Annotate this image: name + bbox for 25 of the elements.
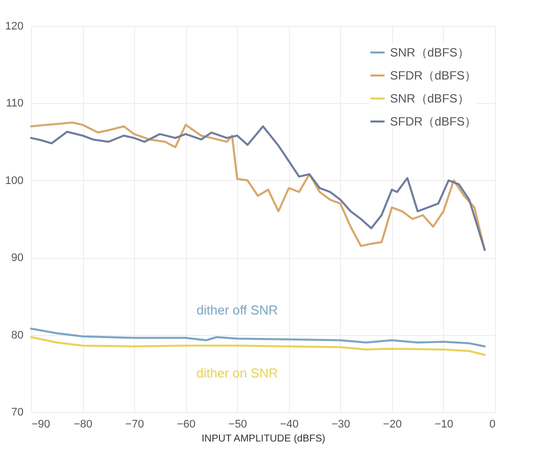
x-tick-label: −50 [228, 418, 248, 430]
legend-label: SNR（dBFS） [390, 46, 470, 60]
x-tick-label: −20 [383, 418, 402, 430]
line-series [30, 328, 486, 348]
x-tick-label: −40 [280, 418, 299, 430]
annotation: dither off SNR [196, 302, 278, 318]
x-tick-label: −80 [74, 418, 92, 430]
y-tick-label: 110 [6, 98, 24, 110]
x-axis-title: INPUT AMPLITUDE (dBFS) [202, 434, 326, 444]
x-tick-label: −30 [331, 418, 350, 430]
line-series [30, 336, 486, 356]
x-tick-label: −10 [434, 418, 454, 430]
legend-label: SFDR（dBFS） [390, 114, 477, 128]
y-tick-label: 80 [11, 329, 24, 342]
legend-label: SFDR（dBFS） [390, 68, 477, 82]
x-tick-label: −90 [32, 418, 50, 430]
legend-label: SNR（dBFS） [390, 92, 470, 106]
x-tick-label: −60 [176, 418, 196, 430]
x-tick-label: 0 [489, 418, 496, 430]
annotation: dither on SNR [196, 366, 278, 381]
y-tick-label: 120 [5, 20, 24, 32]
x-tick-label: −70 [125, 418, 144, 430]
y-tick-label: 100 [5, 174, 24, 187]
y-tick-label: 70 [11, 406, 24, 418]
y-tick-label: 90 [11, 252, 24, 264]
